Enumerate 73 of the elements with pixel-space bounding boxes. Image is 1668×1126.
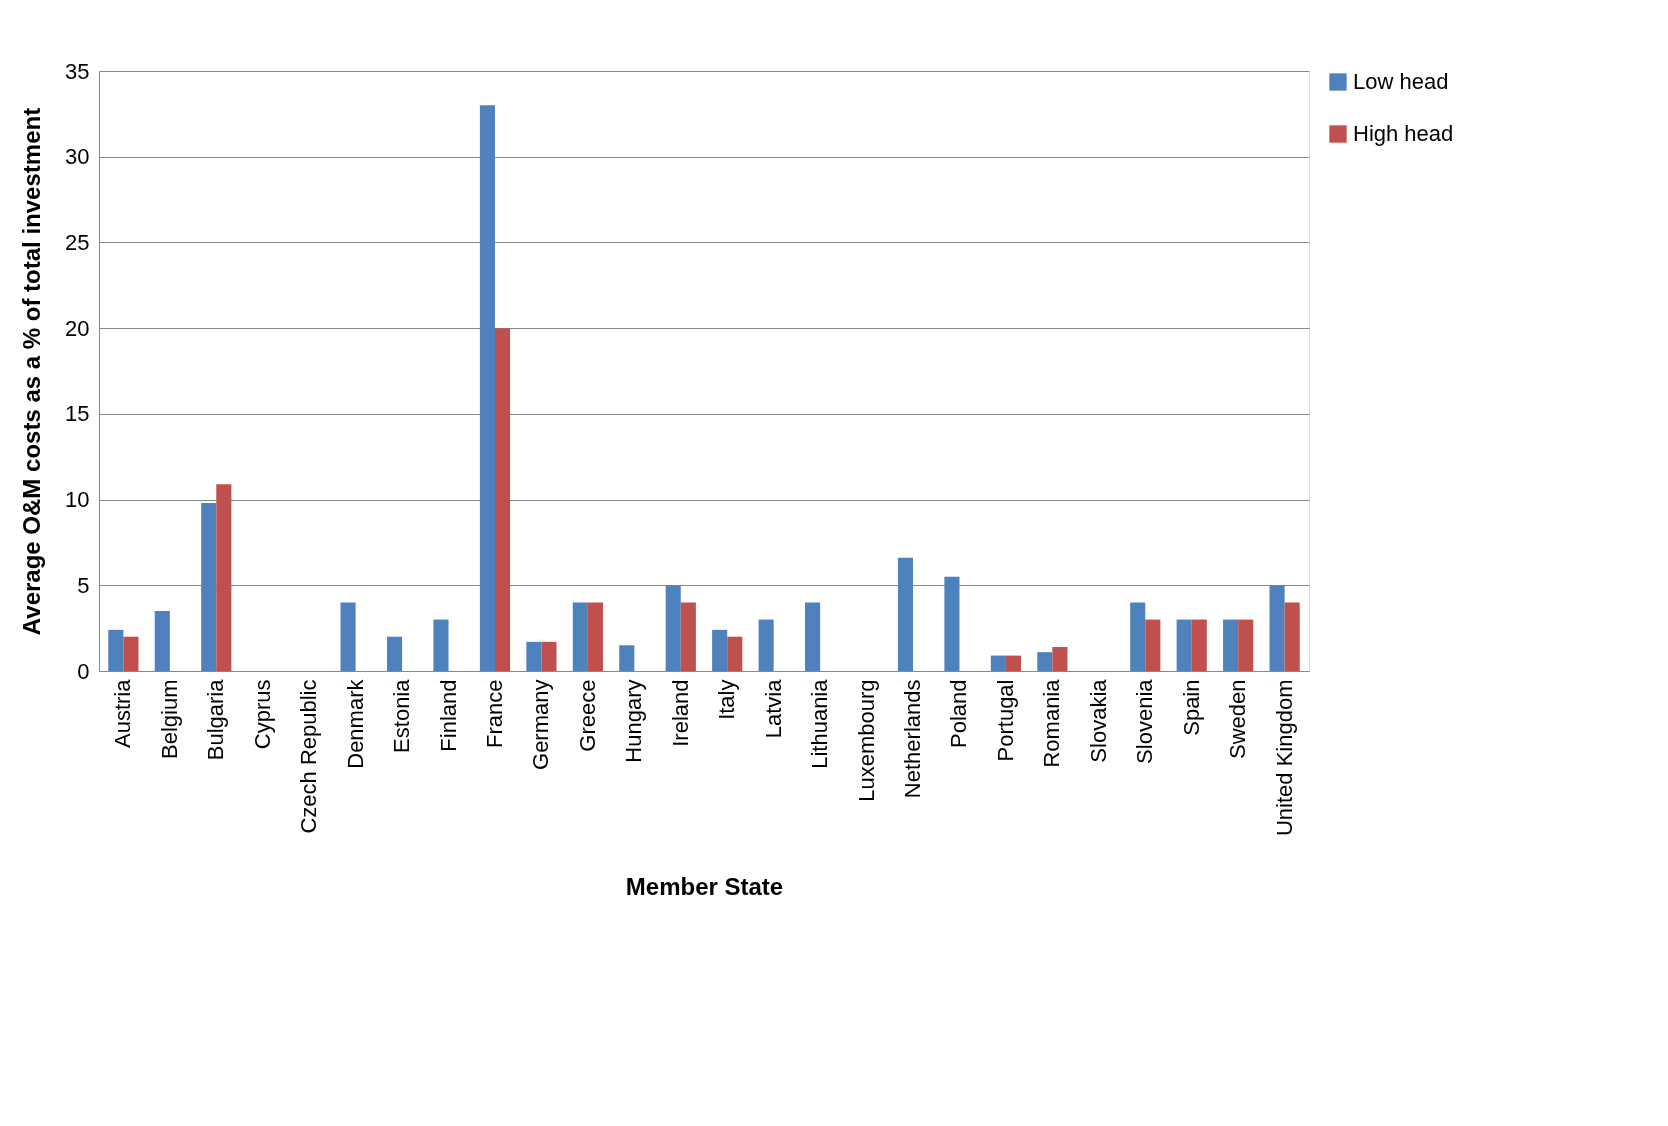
y-tick-label: 15 xyxy=(65,401,90,427)
x-tick-label: Germany xyxy=(528,679,554,770)
bar xyxy=(1176,619,1192,671)
bar xyxy=(526,641,542,671)
x-tick-label: Spain xyxy=(1178,679,1204,736)
x-tick-label: Hungary xyxy=(621,679,647,763)
bar xyxy=(758,619,774,671)
bar xyxy=(433,619,449,671)
x-tick-label: Poland xyxy=(946,679,972,749)
bar xyxy=(1223,619,1239,671)
y-tick-label: 30 xyxy=(65,144,90,170)
bar xyxy=(1284,602,1300,671)
y-tick-label: 5 xyxy=(77,572,90,598)
bar xyxy=(1005,655,1022,671)
bar xyxy=(123,636,139,671)
bar xyxy=(386,636,403,671)
x-tick-label: Estonia xyxy=(389,678,415,753)
legend-label: High head xyxy=(1353,121,1454,146)
bar xyxy=(665,585,681,671)
bar xyxy=(1269,585,1285,671)
bar xyxy=(1052,647,1068,671)
bar xyxy=(1037,652,1053,671)
bar xyxy=(1238,619,1254,671)
x-tick-label: Austria xyxy=(110,678,136,748)
bar xyxy=(108,629,124,671)
x-tick-label: Czech Republic xyxy=(296,679,322,834)
bar xyxy=(990,655,1006,671)
bar xyxy=(805,602,821,671)
x-tick-label: Ireland xyxy=(667,679,693,747)
y-tick-label: 20 xyxy=(65,315,90,341)
bar xyxy=(680,602,696,671)
bar xyxy=(541,641,557,671)
bar xyxy=(587,602,603,671)
x-tick-label: Belgium xyxy=(156,679,182,759)
y-tick-label: 35 xyxy=(65,58,90,84)
bar xyxy=(154,611,170,671)
bar xyxy=(216,484,232,671)
x-tick-label: Slovenia xyxy=(1132,678,1158,764)
x-tick-label: Romania xyxy=(1039,678,1065,768)
bar xyxy=(712,629,728,671)
x-tick-label: United Kingdom xyxy=(1271,679,1297,837)
x-tick-label: Latvia xyxy=(760,678,786,739)
x-tick-label: Bulgaria xyxy=(203,678,229,761)
x-tick-label: Luxembourg xyxy=(853,679,879,802)
bar xyxy=(494,328,511,671)
bar xyxy=(1145,619,1161,671)
x-tick-label: Italy xyxy=(714,679,740,720)
bar xyxy=(897,557,914,671)
bar xyxy=(479,105,495,671)
bar xyxy=(727,636,743,671)
y-tick-label: 25 xyxy=(65,229,90,255)
x-tick-label: Lithuania xyxy=(807,678,833,769)
bar xyxy=(340,602,356,671)
bar xyxy=(619,645,635,671)
x-axis-title: Member State xyxy=(625,873,784,901)
x-tick-label: Netherlands xyxy=(900,679,926,799)
x-tick-label: Slovakia xyxy=(1085,678,1111,763)
x-tick-label: Finland xyxy=(435,679,461,752)
x-tick-label: Greece xyxy=(574,679,600,752)
x-tick-label: Cyprus xyxy=(249,679,275,750)
y-tick-label: 10 xyxy=(65,487,90,513)
x-tick-label: Sweden xyxy=(1225,679,1251,760)
x-tick-label: France xyxy=(481,679,507,748)
x-tick-label: Denmark xyxy=(342,678,368,769)
y-axis-title: Average O&M costs as a % of total investment xyxy=(18,107,46,636)
y-tick-label: 0 xyxy=(77,658,90,684)
bar xyxy=(201,503,217,671)
bar xyxy=(944,576,960,671)
legend-label: Low head xyxy=(1353,69,1449,94)
bar xyxy=(1130,602,1146,671)
bar xyxy=(572,602,588,671)
x-tick-label: Portugal xyxy=(992,679,1018,762)
bar xyxy=(1191,619,1207,671)
